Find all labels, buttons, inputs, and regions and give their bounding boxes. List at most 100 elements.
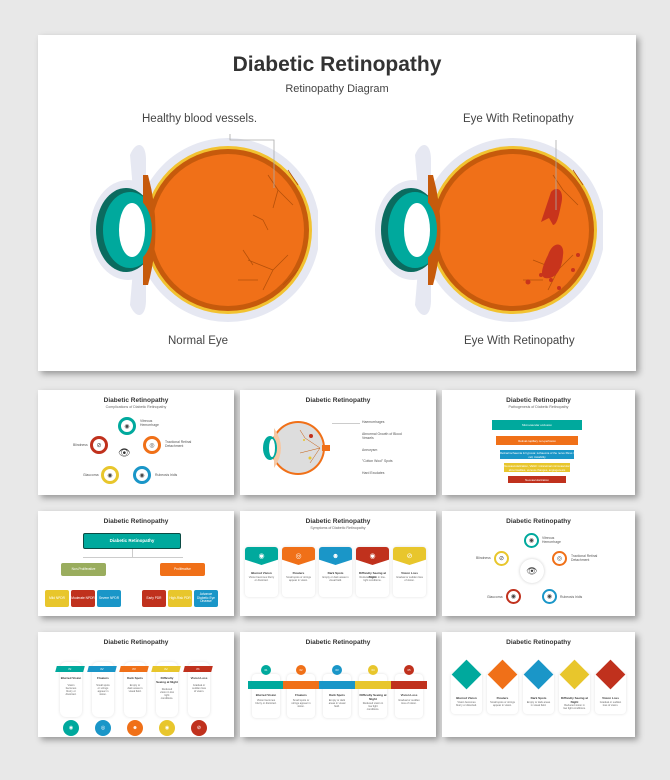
item-label: Blindness bbox=[476, 556, 491, 560]
night-vision-icon bbox=[559, 659, 590, 690]
item-label: Rubeosis Iridis bbox=[560, 595, 583, 599]
tree-leaf: Advance Diabetic Eye Disease bbox=[194, 590, 218, 607]
blurred-vision-icon bbox=[451, 659, 482, 690]
caption-eye-with-retinopathy: Eye With Retinopathy bbox=[464, 335, 575, 347]
symptom-card: Blurred Vision Vision becomes blurry or … bbox=[451, 659, 482, 714]
thumbnail-numbered-symptoms[interactable]: Diabetic Retinopathy 01 Blurred Vision V… bbox=[38, 632, 234, 737]
item-label: Glaucoma bbox=[487, 595, 503, 599]
thumb-subtitle: Symptoms of Diabetic Retinopathy bbox=[310, 526, 366, 530]
thumbnail-symptoms[interactable]: Diabetic Retinopathy Symptoms of Diabeti… bbox=[240, 511, 436, 616]
item-label: Tractional Retinal Detachment bbox=[571, 554, 598, 562]
tree-leaf: Severe NPDR bbox=[97, 590, 121, 607]
floaters-icon: ◎ bbox=[282, 547, 315, 565]
item-label: Abnormal Growth of Blood Vessels bbox=[362, 432, 402, 440]
slide-title: Diabetic Retinopathy bbox=[232, 53, 442, 76]
night-vision-icon: ◉ bbox=[159, 720, 175, 736]
night-vision-icon: ◉ bbox=[356, 547, 389, 565]
thumb-subtitle: Complications of Diabetic Retinopathy bbox=[105, 405, 167, 409]
thumbnail-classification-tree[interactable]: Diabetic Retinopathy Diabetic Retinopath… bbox=[38, 511, 234, 616]
thumbnail-complications[interactable]: Diabetic Retinopathy Complications of Di… bbox=[38, 390, 234, 495]
thumb-title: Diabetic Retinopathy bbox=[305, 518, 371, 525]
tree-leaf: Mild NPDR bbox=[45, 590, 69, 607]
retinopathy-eye-illustration bbox=[375, 138, 603, 322]
funnel-step-1: Microvascular occlusion bbox=[492, 420, 582, 430]
item-label: Tractional Retinal Detachment bbox=[165, 440, 192, 448]
vitreous-icon: ◉ bbox=[118, 417, 136, 435]
step-card: 02 Floaters Small spots or strings appea… bbox=[283, 665, 319, 718]
step-card: 04 Difficulty Seeing at Night Reduced vi… bbox=[151, 662, 181, 736]
item-label: Glaucoma bbox=[83, 473, 99, 477]
step-card: 03 Dark Spots Empty or dark areas in vis… bbox=[319, 665, 355, 718]
caption-normal-eye: Normal Eye bbox=[168, 335, 229, 347]
thumb-title: Diabetic Retinopathy bbox=[305, 397, 371, 404]
funnel-step-5: Neovascularization bbox=[508, 476, 566, 483]
thumbnail-diamond-symptoms[interactable]: Diabetic Retinopathy Blurred Vision Visi… bbox=[442, 632, 635, 737]
symptom-card: ◎ Floaters Small spots or strings appear… bbox=[282, 547, 315, 597]
night-vision-ribbon bbox=[355, 681, 391, 689]
symptom-card: ◉ Difficulty Seeing at Night Reduced vis… bbox=[356, 547, 389, 597]
symptom-card: Vision Loss Gradual or sudden loss of vi… bbox=[595, 659, 626, 714]
tree-leaf: High-Risk PDR bbox=[168, 590, 192, 607]
funnel-step-3: Retinal ischaemia & hypoxia: ischaemia o… bbox=[500, 450, 574, 459]
callout-retinopathy: Eye With Retinopathy bbox=[463, 113, 574, 125]
step-card: 03 Dark Spots Empty or dark areas in vis… bbox=[119, 662, 149, 736]
eye-cross-section-icon bbox=[263, 421, 330, 475]
vision-loss-icon: ⊘ bbox=[191, 720, 207, 736]
thumb-title: Diabetic Retinopathy bbox=[506, 518, 571, 525]
glaucoma-icon: ◉ bbox=[506, 589, 521, 604]
center-eye-icon: 👁 bbox=[118, 448, 131, 459]
detachment-icon: ◎ bbox=[552, 551, 567, 566]
detachment-icon: ◎ bbox=[143, 436, 161, 454]
normal-eye-illustration bbox=[90, 134, 318, 322]
thumbnail-pathogenesis[interactable]: Diabetic Retinopathy Pathogenesis of Dia… bbox=[442, 390, 635, 495]
item-label: Blindness bbox=[73, 443, 88, 447]
thumb-title: Diabetic Retinopathy bbox=[103, 397, 169, 404]
step-card: 05 Vision Loss Gradual or sudden loss of… bbox=[391, 665, 427, 718]
funnel-step-4: Neovascularization, VEGF: intraretinal m… bbox=[504, 463, 570, 472]
floaters-icon: ◎ bbox=[95, 720, 111, 736]
blurred-vision-icon: ◉ bbox=[245, 547, 278, 565]
symptom-card: ◉ Blurred Vision Vision becomes blurry o… bbox=[245, 547, 278, 597]
tree-root: Diabetic Retinopathy bbox=[83, 533, 181, 549]
step-card: 05 Vision Loss Gradual or sudden loss of… bbox=[183, 662, 213, 736]
thumb-title: Diabetic Retinopathy bbox=[506, 639, 571, 646]
symptom-card: Difficulty Seeing at Night Reduced visio… bbox=[559, 659, 590, 714]
symptom-card: Dark Spots Empty or dark areas in visual… bbox=[523, 659, 554, 714]
callout-healthy-vessels: Healthy blood vessels. bbox=[142, 113, 258, 125]
blurred-vision-ribbon bbox=[248, 681, 284, 689]
tree-branch-proliferative: Proliferative bbox=[160, 563, 205, 576]
item-label: "Cotton Wool" Spots bbox=[362, 459, 393, 463]
vision-loss-ribbon bbox=[391, 681, 427, 689]
thumbnail-complications-hub[interactable]: Diabetic Retinopathy 👁 ◉ ◎ ◉ ◉ ⊘ Vitreou… bbox=[442, 511, 635, 616]
symptom-card: ☻ Dark Spots Empty or dark areas in visu… bbox=[319, 547, 352, 597]
thumb-title: Diabetic Retinopathy bbox=[103, 518, 169, 525]
thumb-title: Diabetic Retinopathy bbox=[506, 397, 571, 404]
step-card: 04 Difficulty Seeing at Night Reduced vi… bbox=[355, 665, 391, 718]
symptom-card: ⊘ Vision Loss Gradual or sudden loss of … bbox=[393, 547, 426, 597]
thumb-subtitle: Pathogenesis of Diabetic Retinopathy bbox=[508, 405, 569, 409]
thumbnail-eye-anatomy[interactable]: Diabetic Retinopathy Haemorrhages Abnorm… bbox=[240, 390, 436, 495]
step-card: 01 Blurred Vision Vision becomes blurry … bbox=[248, 665, 284, 718]
symptom-card: Floaters Small spots or strings appear i… bbox=[487, 659, 518, 714]
step-card: 01 Blurred Vision Vision becomes blurry … bbox=[55, 662, 85, 736]
item-label: Haemorrhages bbox=[362, 420, 385, 424]
floaters-ribbon bbox=[283, 681, 319, 689]
funnel-step-2: Retinal capillary non-perfusion bbox=[496, 436, 578, 445]
thumb-title: Diabetic Retinopathy bbox=[305, 639, 371, 646]
item-label: Vitreous Hemorrhage bbox=[542, 536, 561, 544]
blindness-icon: ⊘ bbox=[90, 436, 108, 454]
blindness-icon: ⊘ bbox=[494, 551, 509, 566]
item-label: Rubeosis Iridis bbox=[155, 473, 178, 477]
vision-loss-icon bbox=[595, 659, 626, 690]
tree-leaf: Early PDR bbox=[142, 590, 166, 607]
thumbnail-ribbon-symptoms[interactable]: Diabetic Retinopathy 01 Blurred Vision V… bbox=[240, 632, 436, 737]
vision-loss-icon: ⊘ bbox=[393, 547, 426, 565]
slide-subtitle: Retinopathy Diagram bbox=[285, 83, 389, 95]
tree-branch-nonproliferative: Non-Proliferative bbox=[61, 563, 106, 576]
dark-spots-ribbon bbox=[319, 681, 355, 689]
main-slide-preview[interactable]: Diabetic Retinopathy Retinopathy Diagram… bbox=[38, 35, 636, 371]
center-eye-icon: 👁 bbox=[520, 559, 544, 583]
glaucoma-icon: ◉ bbox=[101, 466, 119, 484]
thumb-title: Diabetic Retinopathy bbox=[103, 639, 169, 646]
item-label: Hard Exudates bbox=[362, 471, 385, 475]
